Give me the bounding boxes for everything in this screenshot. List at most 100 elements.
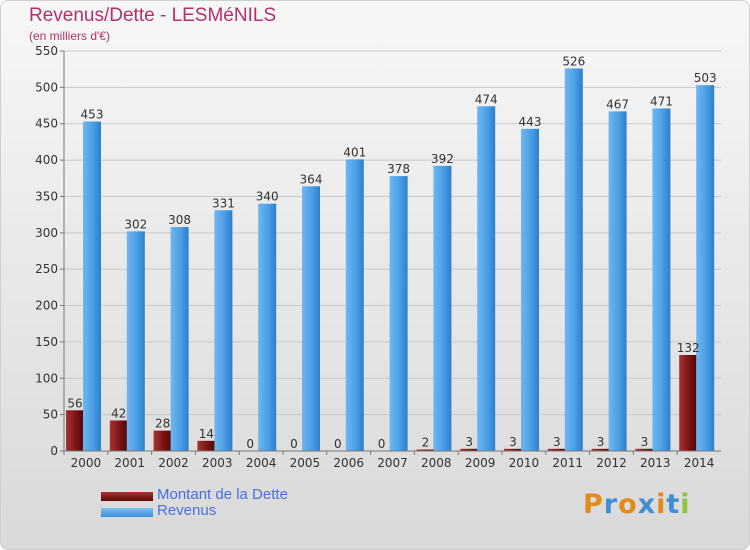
data-label-dette: 0 <box>246 437 254 451</box>
x-tick-label: 2000 <box>71 456 102 470</box>
bar-revenus <box>389 176 408 451</box>
x-tick-label: 2013 <box>640 456 671 470</box>
chart-subtitle: (en milliers d'€) <box>29 29 110 43</box>
data-label-dette: 3 <box>553 435 561 449</box>
y-tick-label: 400 <box>35 153 58 167</box>
data-label-revenus: 401 <box>343 145 366 159</box>
bar-revenus <box>652 108 671 452</box>
bar-dette <box>635 448 654 451</box>
data-label-revenus: 392 <box>431 152 454 166</box>
data-label-revenus: 302 <box>124 217 147 231</box>
bar-dette <box>504 448 522 451</box>
x-tick-label: 2014 <box>684 456 715 470</box>
logo-letter: x <box>637 489 657 520</box>
bar-dette <box>460 448 479 451</box>
data-label-revenus: 467 <box>606 97 629 111</box>
bar-revenus <box>170 227 189 451</box>
x-tick-label: 2007 <box>377 456 408 470</box>
y-tick-label: 500 <box>35 80 58 94</box>
x-tick-label: 2008 <box>421 456 452 470</box>
bar-dette <box>197 440 216 451</box>
data-label-dette: 28 <box>155 417 170 431</box>
data-label-dette: 2 <box>422 436 430 450</box>
x-tick-label: 2012 <box>596 456 627 470</box>
data-label-revenus: 364 <box>300 172 323 186</box>
bar-revenus <box>696 85 715 451</box>
bar-dette <box>679 355 698 451</box>
bar-dette <box>66 410 84 451</box>
bar-dette <box>153 430 172 451</box>
logo-letter: i <box>656 489 667 520</box>
bar-dette <box>591 448 610 451</box>
bar-revenus <box>564 68 583 452</box>
data-label-dette: 14 <box>199 427 214 441</box>
data-label-revenus: 331 <box>212 196 235 210</box>
legend-label-dette: Montant de la Dette <box>157 486 288 503</box>
data-label-revenus: 340 <box>256 190 279 204</box>
y-tick-label: 300 <box>35 226 58 240</box>
bar-revenus <box>126 231 145 451</box>
x-tick-label: 2004 <box>246 456 277 470</box>
data-label-revenus: 474 <box>475 92 498 106</box>
y-tick-label: 150 <box>35 335 58 349</box>
x-tick-label: 2002 <box>158 456 189 470</box>
data-label-dette: 0 <box>378 437 386 451</box>
logo-letter: r <box>603 489 619 520</box>
data-label-revenus: 471 <box>650 94 673 108</box>
data-label-revenus: 526 <box>562 54 585 68</box>
legend-swatch-dette <box>101 492 153 501</box>
logo-letter: P <box>583 489 604 520</box>
data-label-dette: 42 <box>111 406 126 420</box>
bars <box>66 68 715 452</box>
x-tick-label: 2006 <box>333 456 364 470</box>
data-label-dette: 56 <box>67 396 82 410</box>
y-tick-label: 550 <box>35 44 58 58</box>
logo-letter: o <box>618 489 638 520</box>
data-label-revenus: 443 <box>519 115 542 129</box>
x-tick-label: 2009 <box>465 456 496 470</box>
x-tick-label: 2010 <box>509 456 540 470</box>
data-label-dette: 3 <box>597 435 605 449</box>
y-tick-label: 350 <box>35 189 58 203</box>
chart-title: Revenus/Dette - LESMéNILS <box>29 5 277 26</box>
x-tick-label: 2005 <box>290 456 321 470</box>
data-label-revenus: 503 <box>694 71 717 85</box>
bar-revenus <box>214 210 233 451</box>
bar-revenus <box>521 128 539 451</box>
y-tick-label: 200 <box>35 299 58 313</box>
logo-letter: t <box>666 489 681 520</box>
legend-label-revenus: Revenus <box>157 502 217 519</box>
data-label-dette: 0 <box>290 437 298 451</box>
bar-revenus <box>477 106 496 451</box>
data-labels: 56 453 42 302 28 308 14 331 0 340 0 364 0 401 0 378 2 392… <box>67 54 716 451</box>
data-label-dette: 0 <box>334 437 342 451</box>
data-label-revenus: 378 <box>387 162 410 176</box>
y-tick-label: 100 <box>35 371 58 385</box>
legend-swatch-revenus <box>101 508 153 517</box>
bar-revenus <box>433 165 452 451</box>
logo-letter: i <box>680 489 691 520</box>
bar-dette <box>109 420 128 451</box>
bar-revenus <box>302 186 320 452</box>
data-label-dette: 3 <box>509 435 517 449</box>
data-label-dette: 132 <box>677 341 700 355</box>
y-tick-label: 50 <box>43 408 58 422</box>
bar-revenus <box>608 111 627 451</box>
x-tick-label: 2003 <box>202 456 233 470</box>
data-label-dette: 3 <box>465 435 473 449</box>
x-tick-label: 2011 <box>552 456 583 470</box>
y-tick-label: 450 <box>35 117 58 131</box>
y-tick-label: 0 <box>50 444 58 458</box>
y-tick-label: 250 <box>35 262 58 276</box>
x-tick-label: 2001 <box>114 456 145 470</box>
data-label-revenus: 308 <box>168 213 191 227</box>
data-label-revenus: 453 <box>81 108 104 122</box>
proxiti-logo: Proxiti <box>583 489 691 520</box>
bar-revenus <box>258 203 277 451</box>
bar-revenus <box>345 159 364 451</box>
data-label-dette: 3 <box>641 435 649 449</box>
bar-dette <box>547 448 566 451</box>
